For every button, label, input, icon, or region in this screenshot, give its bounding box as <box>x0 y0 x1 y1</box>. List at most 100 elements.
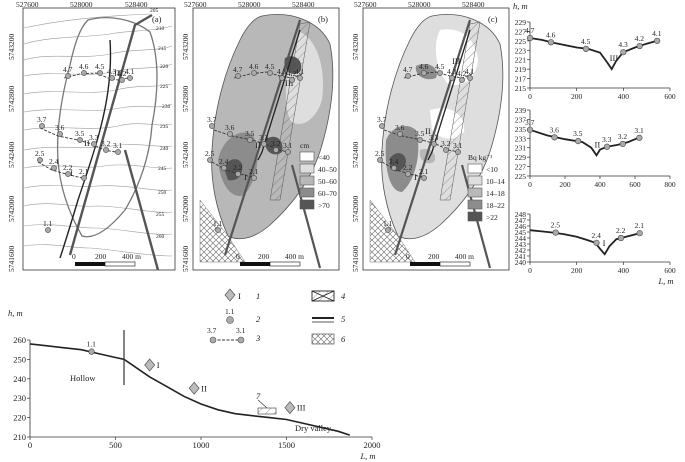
sampling-point <box>119 77 125 83</box>
section-marker-label: II <box>201 383 207 393</box>
sampling-point-label: 4.3 <box>447 67 457 76</box>
sampling-point-label: 4.5 <box>581 37 591 46</box>
section-I <box>381 161 427 179</box>
dry-valley-strip <box>439 21 481 201</box>
sampling-point <box>455 149 461 155</box>
sampling-point-label: 2.2 <box>233 163 243 172</box>
x-tick-label: 2000 <box>364 440 381 450</box>
sampling-point-label: 4.2 <box>635 34 645 43</box>
y-tick-label: 233 <box>515 134 527 143</box>
y-tick-label: 210 <box>13 432 26 442</box>
sampling-point <box>91 141 97 147</box>
sampling-point-label: 1.1 <box>43 219 53 228</box>
x-tick-label: 400 <box>594 180 606 189</box>
contour-lines <box>23 13 173 257</box>
section-label-I: I <box>244 172 247 182</box>
section-III <box>233 71 303 79</box>
x-tick-label: 0 <box>528 180 532 189</box>
sampling-point-label: 3.5 <box>75 129 85 138</box>
y-tick-label: 241 <box>515 252 527 261</box>
sampling-point <box>449 75 455 81</box>
sampling-point-label: 4.3 <box>107 67 117 76</box>
contour-label: 215 <box>158 46 167 52</box>
sampling-point-label: 4.5 <box>95 62 105 71</box>
sampling-point <box>221 165 227 171</box>
legend-label: >22 <box>486 213 498 222</box>
sampling-point <box>467 75 473 81</box>
sampling-point-label: 3.3 <box>602 135 612 144</box>
scale-zero: 0 <box>406 252 410 261</box>
sampling-point <box>551 134 558 141</box>
legend-swatch <box>299 163 315 174</box>
sampling-point-label: 2.4 <box>219 157 229 166</box>
sampling-point <box>57 131 63 137</box>
y-tick-label: 229 <box>515 153 527 162</box>
y-tick-label: 225 <box>515 37 527 46</box>
sampling-point-label: 4.2 <box>117 69 127 78</box>
sampling-point <box>431 141 437 147</box>
sampling-point <box>603 143 611 150</box>
section-label: III <box>610 53 619 63</box>
legend-activity: Bq kg⁻¹ <10 10–14 14–18 18–22 >22 <box>467 153 505 222</box>
x-tick-label: 600 <box>629 180 641 189</box>
leader-line <box>257 399 268 409</box>
section-marker <box>188 381 200 395</box>
x-tick: 527600 <box>354 0 377 9</box>
road <box>68 13 153 256</box>
sampling-point <box>235 171 241 177</box>
sampling-point-label: 3.7 <box>37 115 47 124</box>
sampling-point-label: 4.1 <box>465 67 475 76</box>
legend-swatch <box>299 151 315 162</box>
sampling-point-label: 2.4 <box>592 231 602 240</box>
legend-sample: 1.1 <box>225 307 235 316</box>
x-tick-label: 1000 <box>193 440 210 450</box>
y-tick-label: 243 <box>515 240 527 249</box>
point-marker <box>237 336 245 344</box>
legend-num: 1 <box>256 291 260 301</box>
sampling-point-label: 3.6 <box>225 123 235 132</box>
sampling-point-label: 3.5 <box>245 129 255 138</box>
sampling-point <box>215 227 221 233</box>
point-marker <box>226 316 234 324</box>
contour-label: 230 <box>162 104 171 110</box>
sampling-point <box>421 70 427 76</box>
legend-sample: 3.1 <box>236 326 246 335</box>
sampling-point-label: 3.2 <box>441 139 451 148</box>
y-tick-label: 223 <box>515 46 527 55</box>
y-tick: 5742800 <box>351 86 360 113</box>
sampling-point-label: 2.1 <box>79 167 89 176</box>
sampling-points-c: 4.7 4.6 4.54.3 4.24.1 3.7 3.6 3.5 3.33.2 3.1 2.5 2… <box>375 62 475 233</box>
section-III <box>403 71 473 79</box>
contour-labels: 205 210 215 220 225 230 235 240 245 250 255 260 <box>150 8 171 240</box>
panel-label-b: (b) <box>318 14 328 24</box>
y-tick: 5741600 <box>351 246 360 273</box>
thalweg <box>59 39 112 259</box>
annotation-hollow: Hollow <box>70 373 96 383</box>
y-tick-label: 225 <box>515 172 527 181</box>
x-tick-label: 400 <box>618 92 630 101</box>
section-marker-label: I <box>157 360 160 370</box>
sampling-point <box>526 126 534 133</box>
sampling-point <box>37 157 43 163</box>
sampling-point <box>593 239 600 246</box>
contour-label: 205 <box>150 8 159 14</box>
x-tick-label: 0 <box>28 440 32 450</box>
sampling-point-label: 3.1 <box>453 141 463 150</box>
sampling-point-label: 3.2 <box>271 139 281 148</box>
section-label-III: III <box>285 78 294 88</box>
sampling-point-label: 3.5 <box>573 129 583 138</box>
sampling-point-label: 3.1 <box>634 126 644 135</box>
legend-num: 4 <box>341 291 346 301</box>
sampling-point <box>385 227 391 233</box>
x-tick-label: 1500 <box>278 440 295 450</box>
point-marker <box>209 336 217 344</box>
contour-label: 225 <box>160 84 169 90</box>
sampling-point <box>377 157 383 163</box>
sampling-point <box>397 131 403 137</box>
sampling-point <box>379 123 385 129</box>
sampling-point-label: 3.3 <box>259 133 269 142</box>
sampling-point <box>437 70 443 76</box>
road <box>123 149 160 271</box>
sampling-point <box>636 230 643 237</box>
